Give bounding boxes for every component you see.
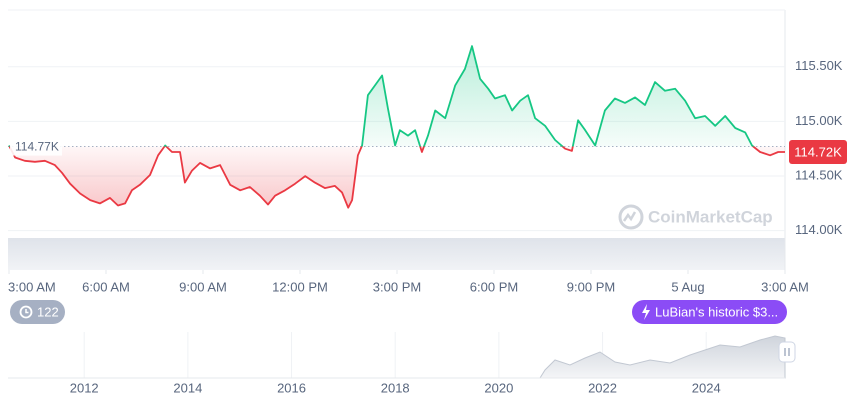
y-tick-label: 114.50K	[795, 167, 843, 182]
navigator-area	[8, 335, 786, 379]
y-tick-label: 115.50K	[795, 58, 843, 73]
x-tick-label: 6:00 AM	[82, 279, 130, 294]
x-tick-label: 12:00 PM	[272, 279, 328, 294]
x-tick-label: 3:00 AM	[761, 279, 809, 294]
badge-text: 122	[37, 304, 59, 319]
news-badge[interactable]: LuBian's historic $3...	[632, 300, 787, 324]
badge-icon	[19, 305, 33, 319]
last-price-label: 114.72K	[794, 144, 842, 159]
x-tick-label: 9:00 AM	[179, 279, 227, 294]
y-tick-label: 114.00K	[795, 222, 843, 237]
badge-bg	[632, 300, 787, 324]
history-badge[interactable]: 122	[10, 300, 65, 324]
reference-label-bg	[10, 137, 62, 156]
watermark-text: CoinMarketCap	[648, 207, 773, 226]
x-tick-label: 3:00 AM	[8, 279, 56, 294]
x-tick-label: 2024	[692, 380, 721, 395]
x-tick-label: 3:00 PM	[373, 279, 421, 294]
badge-text: LuBian's historic $3...	[655, 304, 778, 319]
x-tick-label: 2018	[381, 380, 410, 395]
x-tick-label: 9:00 PM	[567, 279, 615, 294]
area-fill	[9, 46, 785, 208]
x-tick-label: 2016	[277, 380, 306, 395]
x-tick-label: 2020	[484, 380, 513, 395]
x-tick-label: 6:00 PM	[470, 279, 518, 294]
x-tick-label: 2012	[70, 380, 99, 395]
price-line	[8, 45, 785, 209]
volume-area	[8, 238, 785, 270]
badge-icon	[642, 304, 650, 320]
watermark: CoinMarketCap	[618, 204, 773, 230]
x-tick-label: 5 Aug	[671, 279, 704, 294]
last-price-tag	[789, 140, 847, 165]
x-tick-label: 2014	[173, 380, 202, 395]
handle-grip	[784, 348, 790, 356]
x-tick-label: 2022	[588, 380, 617, 395]
reference-label: 114.77K	[15, 140, 59, 154]
badge-bg	[10, 300, 65, 324]
navigator-handle[interactable]	[778, 341, 796, 363]
y-tick-label: 115.00K	[795, 113, 843, 128]
